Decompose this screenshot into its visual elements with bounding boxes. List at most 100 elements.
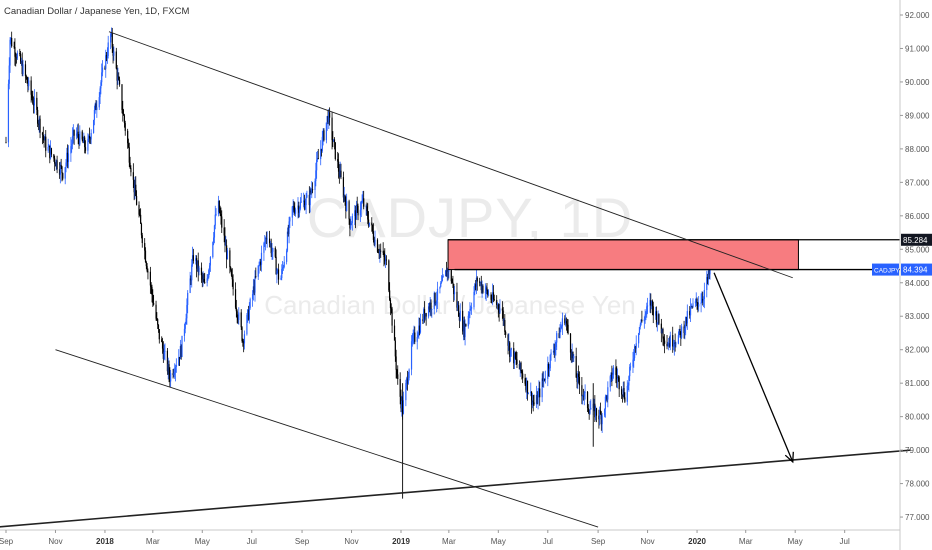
- candle[interactable]: [594, 395, 596, 423]
- candle[interactable]: [49, 145, 51, 164]
- candle[interactable]: [112, 43, 114, 64]
- candle[interactable]: [350, 221, 353, 226]
- candle[interactable]: [54, 162, 57, 167]
- candle[interactable]: [442, 274, 444, 278]
- candle[interactable]: [332, 131, 334, 148]
- candle[interactable]: [356, 196, 358, 213]
- candle[interactable]: [67, 144, 69, 169]
- candle[interactable]: [491, 294, 493, 304]
- candle[interactable]: [702, 291, 704, 306]
- candle[interactable]: [127, 128, 129, 149]
- candle[interactable]: [559, 324, 561, 339]
- candle[interactable]: [692, 298, 694, 309]
- candle[interactable]: [145, 260, 147, 270]
- candle[interactable]: [146, 263, 148, 273]
- candle[interactable]: [36, 91, 38, 116]
- candle[interactable]: [379, 248, 381, 263]
- candle[interactable]: [53, 153, 55, 162]
- candle[interactable]: [457, 301, 459, 311]
- candle[interactable]: [603, 408, 606, 418]
- candle[interactable]: [141, 232, 143, 248]
- candle[interactable]: [138, 201, 140, 218]
- candle[interactable]: [367, 211, 370, 228]
- candle[interactable]: [271, 242, 273, 261]
- candle[interactable]: [162, 341, 164, 363]
- candle[interactable]: [638, 332, 640, 348]
- candle[interactable]: [639, 322, 641, 330]
- candle[interactable]: [58, 162, 61, 179]
- candle[interactable]: [350, 216, 352, 230]
- candle[interactable]: [215, 208, 217, 217]
- candle[interactable]: [60, 158, 62, 170]
- candle[interactable]: [251, 290, 254, 307]
- candle[interactable]: [441, 268, 443, 282]
- candle[interactable]: [525, 377, 527, 393]
- candle[interactable]: [149, 266, 151, 294]
- candle[interactable]: [223, 219, 225, 243]
- candle[interactable]: [629, 362, 632, 371]
- candle[interactable]: [657, 310, 659, 325]
- candle[interactable]: [668, 337, 670, 351]
- candle[interactable]: [158, 329, 160, 344]
- candle[interactable]: [481, 280, 483, 298]
- candle[interactable]: [343, 186, 345, 202]
- candle[interactable]: [513, 342, 515, 370]
- candle[interactable]: [550, 349, 552, 361]
- candle[interactable]: [645, 311, 647, 321]
- candle[interactable]: [691, 305, 693, 309]
- candle[interactable]: [672, 326, 674, 353]
- candle[interactable]: [555, 341, 557, 356]
- candle[interactable]: [209, 256, 211, 272]
- candle[interactable]: [593, 398, 595, 412]
- candle[interactable]: [598, 409, 600, 429]
- candle[interactable]: [696, 297, 698, 310]
- candle[interactable]: [433, 291, 435, 315]
- candle[interactable]: [623, 381, 625, 400]
- candle[interactable]: [499, 299, 501, 315]
- candle[interactable]: [652, 301, 654, 324]
- candle[interactable]: [611, 365, 613, 387]
- candle[interactable]: [393, 319, 396, 341]
- candle[interactable]: [104, 65, 106, 71]
- candle[interactable]: [124, 120, 126, 136]
- candle[interactable]: [560, 321, 562, 333]
- candle[interactable]: [600, 411, 602, 431]
- candle[interactable]: [105, 49, 107, 78]
- candle[interactable]: [560, 324, 563, 329]
- candle[interactable]: [389, 282, 391, 302]
- candle[interactable]: [150, 282, 152, 295]
- candle[interactable]: [303, 194, 306, 211]
- candle[interactable]: [293, 201, 295, 213]
- candle[interactable]: [508, 333, 510, 351]
- candle[interactable]: [71, 139, 73, 153]
- candle[interactable]: [72, 124, 74, 144]
- candle[interactable]: [680, 331, 682, 346]
- candle[interactable]: [440, 280, 442, 288]
- candle[interactable]: [213, 232, 215, 246]
- candle[interactable]: [698, 296, 700, 312]
- candle[interactable]: [323, 128, 325, 142]
- candle[interactable]: [583, 390, 585, 406]
- candle[interactable]: [286, 227, 289, 253]
- candle[interactable]: [15, 53, 18, 64]
- candle[interactable]: [316, 151, 318, 179]
- candle[interactable]: [7, 79, 10, 148]
- candle[interactable]: [28, 77, 30, 91]
- candle[interactable]: [565, 317, 568, 331]
- candle[interactable]: [287, 224, 289, 237]
- candle[interactable]: [486, 283, 488, 295]
- candle[interactable]: [617, 375, 619, 382]
- candle[interactable]: [565, 313, 567, 327]
- candle[interactable]: [73, 129, 75, 145]
- candle[interactable]: [105, 51, 108, 62]
- candle[interactable]: [640, 319, 642, 326]
- candle[interactable]: [163, 344, 165, 360]
- candle[interactable]: [118, 72, 120, 81]
- candle[interactable]: [374, 230, 376, 248]
- candle[interactable]: [473, 286, 475, 310]
- candle[interactable]: [197, 252, 199, 282]
- price-axis[interactable]: 92.000 91.000 90.000 89.000 88.000 87.000 86.0…: [899, 0, 932, 550]
- candle[interactable]: [289, 216, 291, 229]
- candle[interactable]: [260, 245, 263, 272]
- candle[interactable]: [59, 161, 61, 184]
